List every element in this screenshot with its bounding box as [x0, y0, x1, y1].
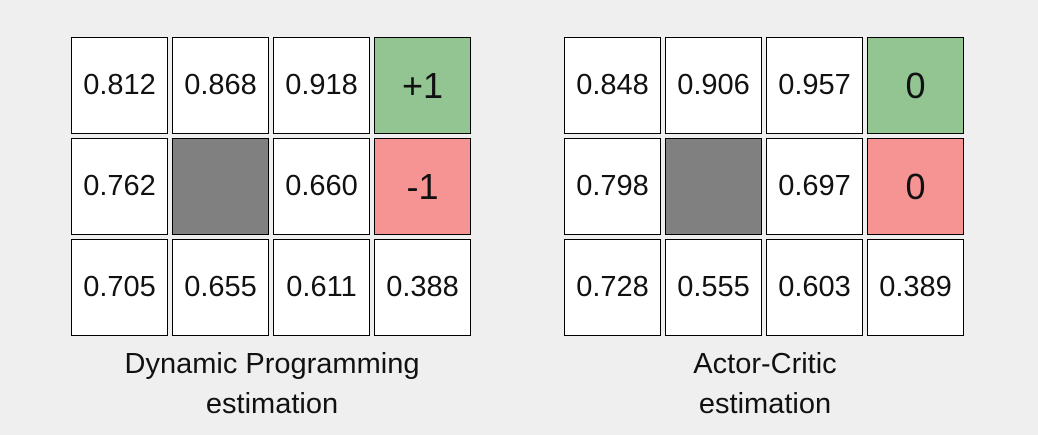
caption-line-1: Actor-Critic: [693, 348, 837, 380]
caption-line-2: estimation: [698, 388, 832, 420]
value-cell: 0.603: [766, 239, 863, 336]
caption-line-1: Dynamic Programming: [124, 348, 420, 380]
value-cell: 0.798: [564, 138, 661, 235]
value-cell: 0.555: [665, 239, 762, 336]
goal-cell-positive: 0: [867, 37, 964, 134]
value-cell: 0.611: [273, 239, 370, 336]
dp-estimation-panel: 0.812 0.868 0.918 +1 0.762 0.660 -1 0.705 0.655 0…: [71, 37, 473, 424]
value-cell: 0.848: [564, 37, 661, 134]
wall-cell: [172, 138, 269, 235]
goal-cell-positive: +1: [374, 37, 471, 134]
value-cell: 0.868: [172, 37, 269, 134]
value-cell: 0.918: [273, 37, 370, 134]
value-cell: 0.906: [665, 37, 762, 134]
value-cell: 0.388: [374, 239, 471, 336]
value-cell: 0.655: [172, 239, 269, 336]
panel-caption: Actor-Critic estimation: [564, 344, 966, 424]
value-grid: 0.812 0.868 0.918 +1 0.762 0.660 -1 0.705 0.655 0…: [71, 37, 473, 336]
value-cell: 0.705: [71, 239, 168, 336]
wall-cell: [665, 138, 762, 235]
goal-cell-negative: -1: [374, 138, 471, 235]
actor-critic-estimation-panel: 0.848 0.906 0.957 0 0.798 0.697 0 0.728 0.555 0.6…: [564, 37, 966, 424]
value-cell: 0.728: [564, 239, 661, 336]
value-grid: 0.848 0.906 0.957 0 0.798 0.697 0 0.728 0.555 0.6…: [564, 37, 966, 336]
caption-line-2: estimation: [205, 388, 339, 420]
value-cell: 0.812: [71, 37, 168, 134]
value-cell: 0.697: [766, 138, 863, 235]
value-cell: 0.957: [766, 37, 863, 134]
goal-cell-negative: 0: [867, 138, 964, 235]
panel-caption: Dynamic Programming estimation: [71, 344, 473, 424]
value-cell: 0.762: [71, 138, 168, 235]
value-cell: 0.660: [273, 138, 370, 235]
value-cell: 0.389: [867, 239, 964, 336]
